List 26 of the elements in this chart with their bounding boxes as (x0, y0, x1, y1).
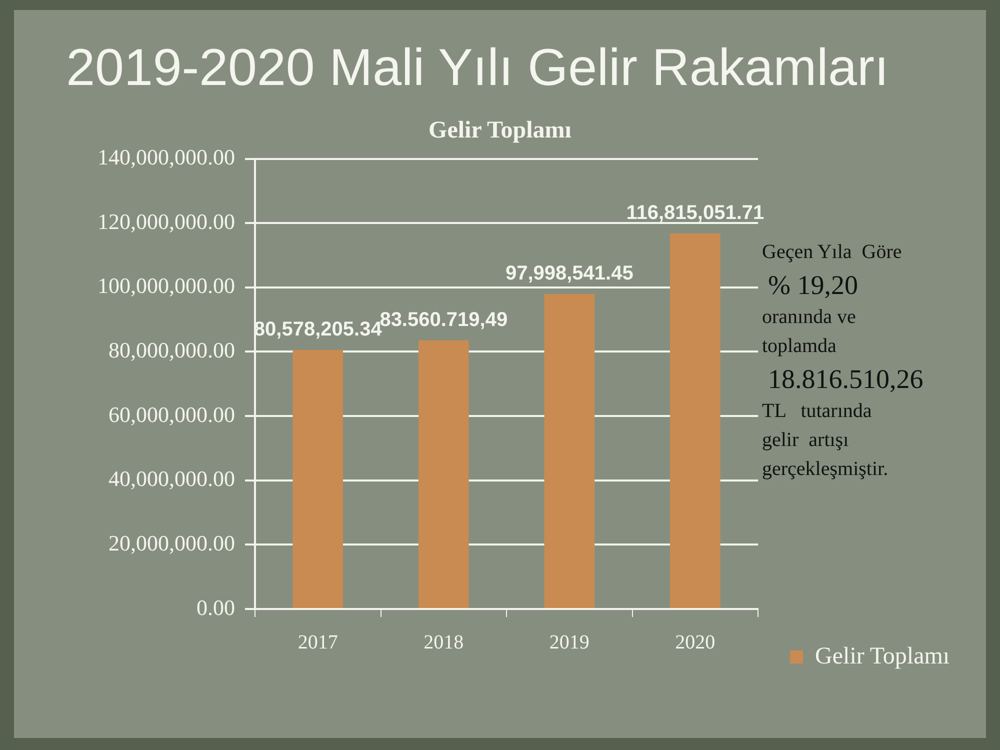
text: 18.816.510,26 (767, 363, 924, 396)
data-label: 97,998,541.45 (505, 262, 634, 284)
text: % 19,20 (767, 269, 859, 302)
y-tick-label: 120,000,000.00 (98, 208, 235, 234)
text: Geçen Yıla Göre (762, 240, 903, 265)
x-tick-label: 2017 (298, 631, 338, 654)
bar (292, 350, 344, 608)
y-tick-label: 0.00 (196, 594, 235, 620)
legend-label: Gelir Toplamı (815, 643, 950, 670)
x-tick-label: 2019 (549, 631, 590, 654)
x-tick-label: 2018 (424, 631, 464, 654)
y-tick-label: 20,000,000.00 (108, 530, 235, 556)
chart-title: 2019-2020 Mali Yılı Gelir Rakamları (65, 38, 890, 99)
y-tick-label: 80,000,000.00 (108, 338, 235, 363)
y-tick-label: 60,000,000.00 (108, 402, 235, 427)
y-tick-label: 100,000,000.00 (98, 273, 235, 298)
x-tick-label: 2020 (675, 631, 716, 654)
chart-subtitle: Gelir Toplamı (428, 118, 572, 144)
y-tick-label: 140,000,000.00 (98, 144, 235, 170)
text: oranında ve toplamda (762, 305, 857, 359)
bar (544, 294, 595, 608)
y-tick-label: 40,000,000.00 (108, 466, 235, 492)
bar (670, 233, 720, 608)
text: TL tutarında gelir artışı gerçekleşmiştir. (762, 399, 890, 482)
data-label: 116,815,051.71 (626, 202, 764, 224)
bar (418, 340, 469, 608)
